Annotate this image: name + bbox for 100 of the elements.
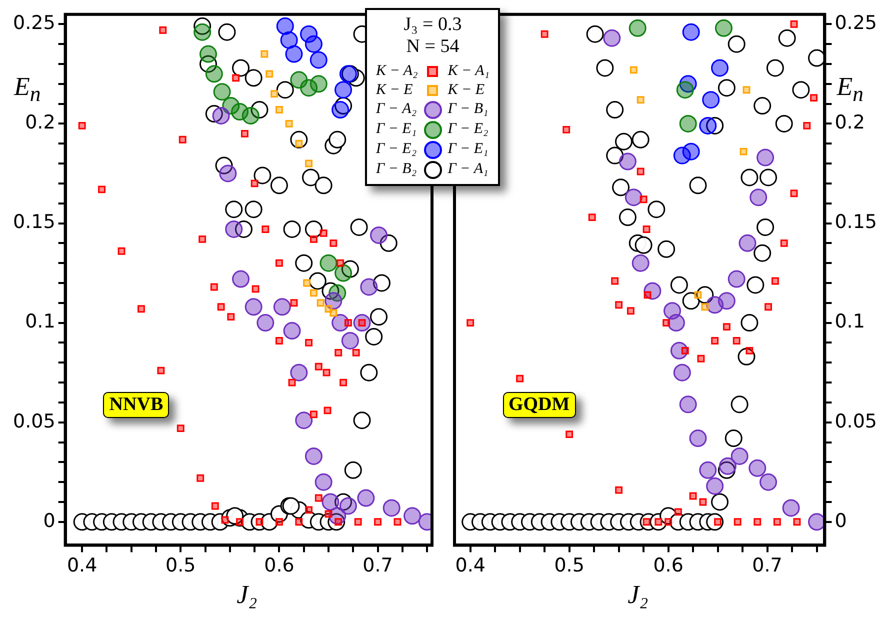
point	[334, 264, 352, 282]
point	[198, 235, 206, 243]
point	[137, 305, 145, 313]
x-axis-title: J₂	[236, 580, 258, 610]
point	[316, 299, 324, 307]
point	[742, 86, 750, 94]
point	[674, 508, 682, 516]
point	[330, 309, 338, 317]
point	[738, 234, 756, 252]
point	[734, 518, 742, 526]
point	[699, 116, 717, 134]
legend-label: Γ − E₁	[375, 120, 418, 140]
point	[701, 303, 709, 311]
point	[689, 492, 697, 500]
point	[730, 447, 748, 465]
point	[176, 424, 184, 432]
y-tick-label: 0.15	[12, 211, 56, 234]
point	[256, 314, 274, 332]
point	[603, 29, 621, 47]
point	[771, 277, 779, 285]
point	[370, 226, 388, 244]
point	[273, 298, 291, 316]
point	[673, 146, 691, 164]
point	[310, 235, 318, 243]
point	[357, 489, 375, 507]
point	[790, 20, 798, 28]
point	[194, 23, 212, 41]
point	[803, 122, 811, 130]
point	[728, 270, 746, 288]
point	[394, 518, 402, 526]
point	[793, 518, 801, 526]
point	[232, 270, 250, 288]
point	[466, 319, 474, 327]
point	[244, 298, 262, 316]
point	[754, 518, 762, 526]
point	[702, 91, 720, 109]
point	[285, 45, 303, 63]
point	[213, 83, 231, 101]
point	[275, 518, 283, 526]
point	[322, 493, 340, 511]
point	[764, 303, 772, 311]
legend-title: J₃ = 0.3 N = 54	[402, 14, 463, 58]
point	[780, 239, 788, 247]
y-tick-label: 0	[834, 510, 847, 532]
point	[611, 277, 619, 285]
point	[78, 122, 86, 130]
point	[562, 126, 570, 134]
point	[628, 19, 646, 37]
point	[314, 494, 322, 502]
y-tick-label: 0.05	[834, 410, 878, 432]
y-tick-label: 0.2	[25, 112, 56, 134]
point	[636, 168, 644, 176]
point	[240, 130, 248, 138]
point	[219, 164, 237, 182]
point	[199, 45, 217, 63]
point	[304, 35, 322, 53]
point	[615, 301, 623, 309]
legend-label: Γ − A₁	[446, 160, 490, 180]
point	[374, 518, 382, 526]
point	[217, 303, 225, 311]
legend-label: K − E	[446, 80, 486, 100]
x-tick-label: 0.4	[455, 554, 486, 577]
point	[673, 364, 691, 382]
point	[718, 457, 736, 475]
point	[618, 152, 636, 170]
point	[288, 378, 296, 386]
point	[270, 90, 278, 98]
y-tick-label: 0.1	[834, 310, 865, 333]
y-axis-title: E$_{n}$	[14, 72, 41, 108]
legend-label: K − A₂	[374, 62, 419, 81]
point	[324, 406, 332, 414]
y-tick-label: 0.25	[834, 12, 878, 34]
point	[332, 101, 350, 119]
y-tick-label: 0.25	[12, 12, 56, 34]
point	[810, 94, 818, 102]
point	[305, 338, 313, 346]
point	[750, 188, 768, 206]
point	[748, 459, 766, 477]
point	[227, 313, 235, 321]
y-tick-label: 0.05	[12, 410, 56, 432]
point	[682, 23, 700, 41]
point	[295, 518, 303, 526]
point	[664, 518, 672, 526]
point	[324, 510, 332, 518]
legend-label: Γ − E₂	[446, 120, 490, 140]
point	[662, 319, 670, 327]
point	[667, 314, 685, 332]
y-tick-label: 0.15	[834, 211, 878, 234]
x-tick-label: 0.6	[264, 554, 294, 577]
point	[232, 74, 240, 82]
point	[225, 220, 243, 238]
point	[516, 374, 524, 382]
point	[336, 259, 344, 267]
point	[290, 364, 308, 382]
point	[756, 148, 774, 166]
annotation: NNVB	[103, 392, 170, 418]
point	[540, 30, 548, 38]
point	[305, 160, 313, 168]
legend-label: Γ − E₁	[446, 140, 490, 160]
y-tick-label: 0	[43, 510, 56, 532]
